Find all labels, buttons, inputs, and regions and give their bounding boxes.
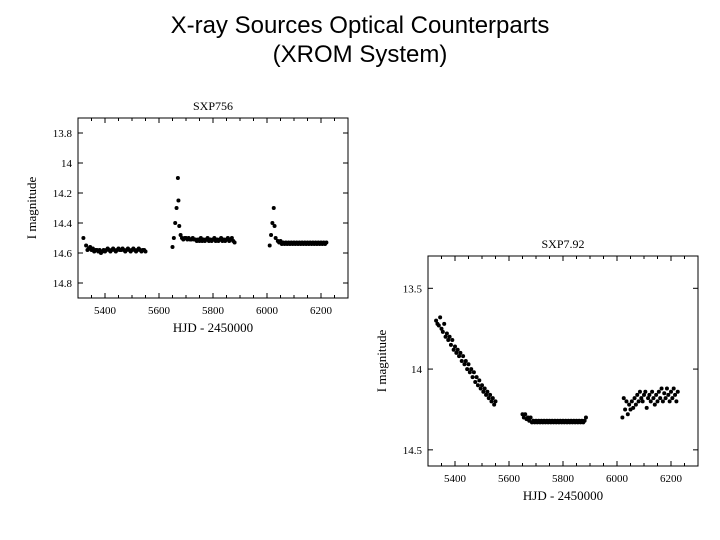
svg-text:5600: 5600	[498, 473, 521, 485]
svg-text:5400: 5400	[444, 473, 467, 485]
svg-text:14.4: 14.4	[53, 218, 73, 230]
svg-text:5800: 5800	[202, 305, 225, 317]
svg-text:HJD - 2450000: HJD - 2450000	[173, 320, 253, 335]
svg-text:14.2: 14.2	[53, 188, 72, 200]
svg-text:14.5: 14.5	[403, 445, 423, 457]
svg-text:5600: 5600	[148, 305, 171, 317]
page-title: X-ray Sources Optical Counterparts (XROM…	[0, 12, 720, 70]
svg-text:6000: 6000	[606, 473, 629, 485]
chart-sxp792: SXP7.92 5400 5600 5800 6000 6200 13.5 14 14.5 HJD…	[370, 230, 710, 510]
svg-text:14: 14	[61, 158, 73, 170]
title-line1: X-ray Sources Optical Counterparts	[171, 12, 550, 39]
svg-text:5400: 5400	[94, 305, 117, 317]
svg-text:5800: 5800	[552, 473, 575, 485]
svg-text:SXP756: SXP756	[193, 99, 233, 113]
svg-text:I magnitude: I magnitude	[24, 177, 39, 240]
svg-text:13.5: 13.5	[403, 283, 423, 295]
svg-text:14.6: 14.6	[53, 248, 73, 260]
chart-sxp756: SXP756 5400 5600 5800 6000 6200 13.8 14 14.2 14.4…	[20, 92, 360, 342]
svg-text:HJD - 2450000: HJD - 2450000	[523, 488, 603, 503]
svg-text:SXP7.92: SXP7.92	[541, 237, 584, 251]
svg-text:6000: 6000	[256, 305, 279, 317]
svg-text:I magnitude: I magnitude	[374, 330, 389, 393]
svg-text:6200: 6200	[310, 305, 333, 317]
svg-text:14: 14	[411, 364, 423, 376]
svg-text:13.8: 13.8	[53, 128, 73, 140]
title-line2: (XROM System)	[273, 41, 448, 68]
svg-text:14.8: 14.8	[53, 278, 73, 290]
svg-text:6200: 6200	[660, 473, 683, 485]
